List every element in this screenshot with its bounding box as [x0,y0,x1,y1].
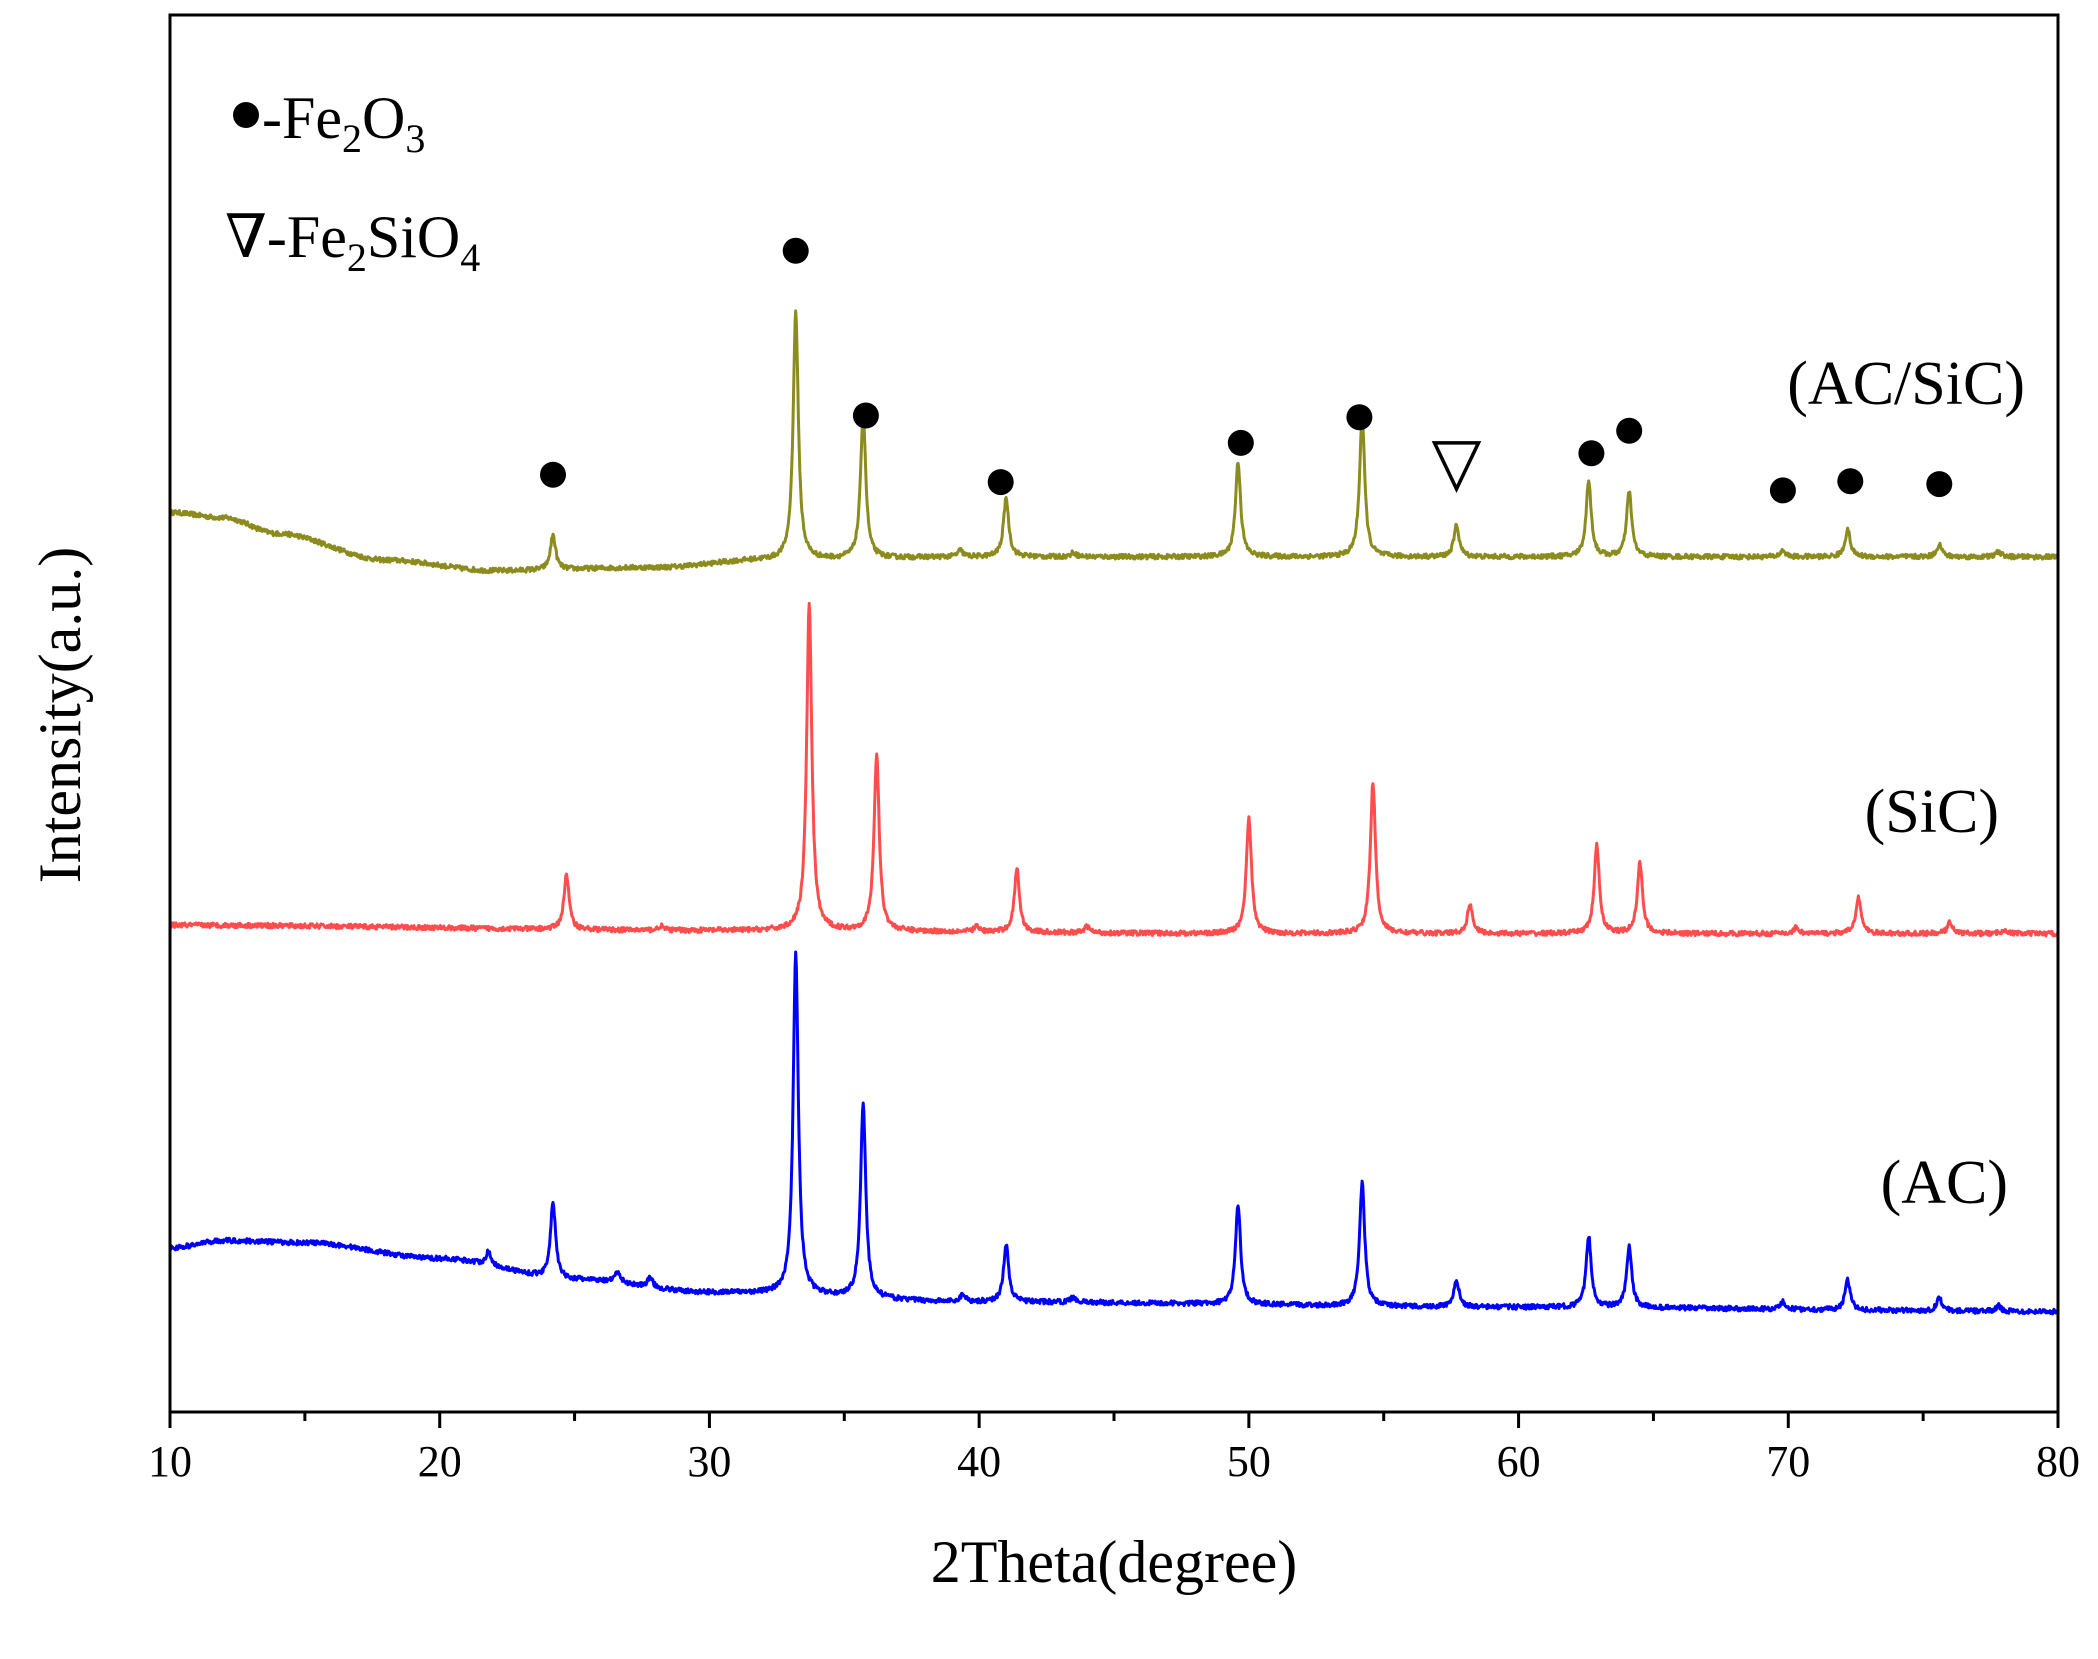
x-tick-label: 80 [2036,1437,2080,1486]
x-axis-tick-labels: 10 20 30 40 50 60 70 80 [148,1437,2080,1486]
fe2sio4-peak-marker [1431,441,1482,493]
legend-circle-icon [233,102,259,128]
x-axis-title: 2Theta(degree) [931,1529,1297,1595]
x-tick-label: 60 [1497,1437,1541,1486]
series-line-ac-sic [168,309,2060,575]
fe2o3-peak-marker [987,469,1014,496]
y-axis-title: Intensity(a.u.) [27,547,93,884]
legend-entry-fe2sio4: ∇-Fe2SiO4 [225,204,480,280]
series-label-sic: (SiC) [1865,778,1999,846]
fe2o3-peak-marker [1616,417,1643,444]
x-tick-label: 40 [957,1437,1001,1486]
legend-entry-fe2o3: -Fe2O3 [233,85,425,161]
series-line-sic [168,601,2060,938]
legend-triangle-icon: ∇ [225,204,267,270]
fe2o3-peak-marker [1227,429,1254,456]
x-tick-label: 10 [148,1437,192,1486]
fe2o3-peak-marker [1926,471,1953,498]
legend-label-fe2o3: -Fe2O3 [262,85,425,161]
series-line-ac [168,950,2060,1316]
fe2o3-peak-marker [1346,404,1373,431]
plot-lines [168,309,2060,1316]
series-label-ac: (AC) [1881,1149,2008,1217]
legend-label-fe2sio4: ∇-Fe2SiO4 [225,204,480,280]
x-tick-label: 20 [418,1437,462,1486]
series-labels: (AC/SiC) (SiC) (AC) [1787,350,2025,1217]
fe2o3-peak-marker [852,402,879,429]
fe2o3-peak-marker [782,237,809,264]
fe2o3-peak-marker [540,461,566,488]
x-tick-label: 70 [1766,1437,1810,1486]
x-axis-ticks [168,1412,2060,1428]
fe2o3-peak-marker [1769,477,1796,504]
x-tick-label: 30 [687,1437,731,1486]
peak-markers [540,237,1953,504]
series-label-ac-sic: (AC/SiC) [1787,350,2025,418]
legend: -Fe2O3 ∇-Fe2SiO4 [225,85,480,280]
fe2o3-peak-marker [1578,440,1605,467]
fe2o3-peak-marker [1837,468,1864,495]
x-tick-label: 50 [1227,1437,1271,1486]
